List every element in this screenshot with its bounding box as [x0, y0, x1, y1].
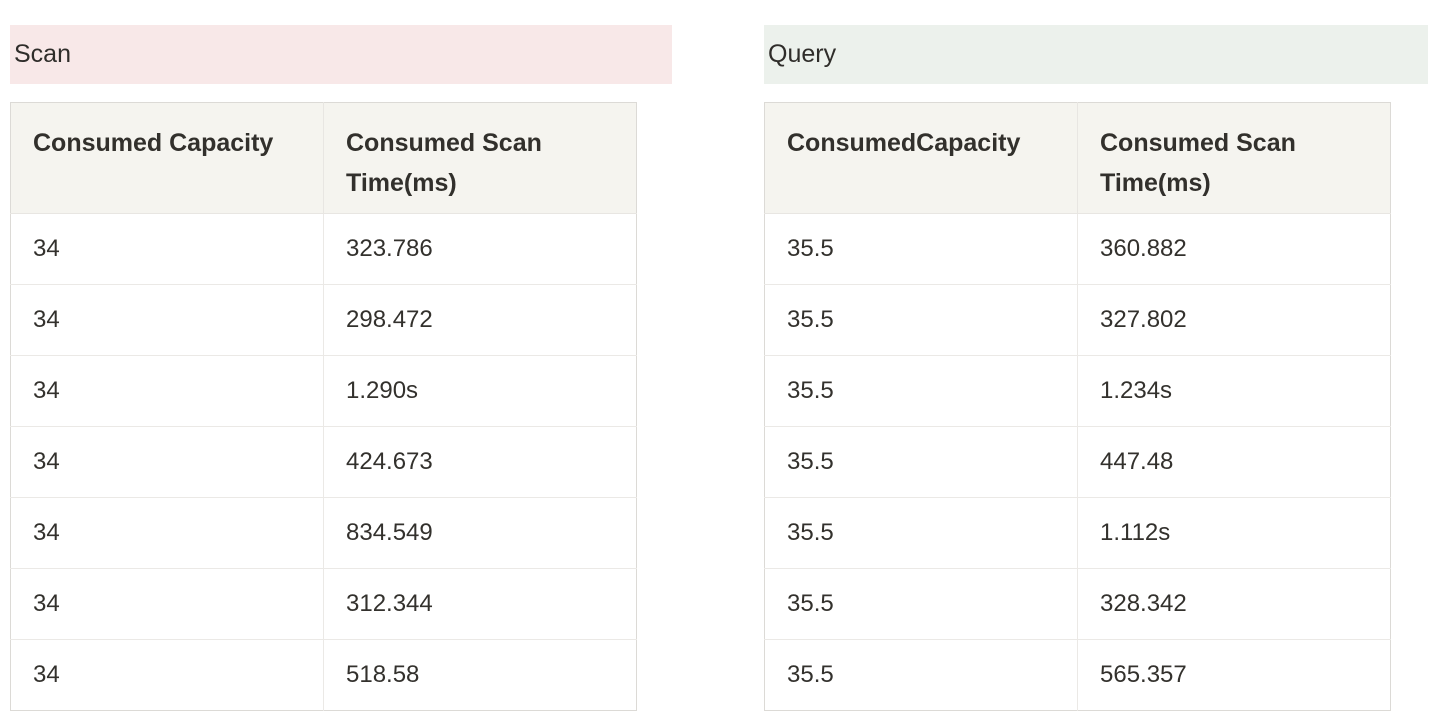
- query-table: ConsumedCapacity Consumed Scan Time(ms) 35…: [764, 102, 1391, 711]
- table-row: 35.5 1.112s: [764, 497, 1391, 569]
- table-cell: 327.802: [1077, 284, 1391, 356]
- table-row: 34 834.549: [10, 497, 637, 569]
- table-cell: 1.112s: [1077, 497, 1391, 569]
- table-cell: 323.786: [323, 213, 637, 285]
- table-cell: 518.58: [323, 639, 637, 711]
- table-row: 34 1.290s: [10, 355, 637, 427]
- column-header: ConsumedCapacity: [764, 102, 1078, 214]
- table-cell: 35.5: [764, 426, 1078, 498]
- table-cell: 35.5: [764, 568, 1078, 640]
- table-cell: 34: [10, 213, 324, 285]
- scan-section: Scan Consumed Capacity Consumed Scan Time…: [10, 25, 672, 711]
- table-row: 35.5 327.802: [764, 284, 1391, 356]
- table-row: 35.5 1.234s: [764, 355, 1391, 427]
- table-cell: 1.234s: [1077, 355, 1391, 427]
- table-header-row: ConsumedCapacity Consumed Scan Time(ms): [764, 102, 1391, 214]
- scan-title: Scan: [14, 40, 71, 68]
- table-cell: 34: [10, 355, 324, 427]
- column-header: Consumed Capacity: [10, 102, 324, 214]
- scan-title-bar: Scan: [10, 25, 672, 84]
- column-header: Consumed Scan Time(ms): [323, 102, 637, 214]
- table-cell: 35.5: [764, 213, 1078, 285]
- table-cell: 34: [10, 639, 324, 711]
- query-section: Query ConsumedCapacity Consumed Scan Time…: [764, 25, 1428, 711]
- table-cell: 565.357: [1077, 639, 1391, 711]
- query-title-bar: Query: [764, 25, 1428, 84]
- table-cell: 34: [10, 426, 324, 498]
- table-cell: 328.342: [1077, 568, 1391, 640]
- table-header-row: Consumed Capacity Consumed Scan Time(ms): [10, 102, 637, 214]
- table-row: 34 424.673: [10, 426, 637, 498]
- table-cell: 360.882: [1077, 213, 1391, 285]
- table-cell: 312.344: [323, 568, 637, 640]
- table-row: 35.5 360.882: [764, 213, 1391, 285]
- table-cell: 1.290s: [323, 355, 637, 427]
- table-row: 35.5 565.357: [764, 639, 1391, 711]
- table-cell: 35.5: [764, 355, 1078, 427]
- query-title: Query: [768, 40, 837, 68]
- table-cell: 834.549: [323, 497, 637, 569]
- table-cell: 35.5: [764, 284, 1078, 356]
- table-cell: 298.472: [323, 284, 637, 356]
- table-row: 35.5 328.342: [764, 568, 1391, 640]
- table-row: 34 312.344: [10, 568, 637, 640]
- table-cell: 35.5: [764, 497, 1078, 569]
- table-cell: 447.48: [1077, 426, 1391, 498]
- table-row: 35.5 447.48: [764, 426, 1391, 498]
- table-row: 34 323.786: [10, 213, 637, 285]
- scan-table: Consumed Capacity Consumed Scan Time(ms) 3…: [10, 102, 637, 711]
- column-header: Consumed Scan Time(ms): [1077, 102, 1391, 214]
- table-cell: 35.5: [764, 639, 1078, 711]
- table-cell: 34: [10, 497, 324, 569]
- table-cell: 34: [10, 284, 324, 356]
- table-row: 34 518.58: [10, 639, 637, 711]
- table-cell: 34: [10, 568, 324, 640]
- table-row: 34 298.472: [10, 284, 637, 356]
- table-cell: 424.673: [323, 426, 637, 498]
